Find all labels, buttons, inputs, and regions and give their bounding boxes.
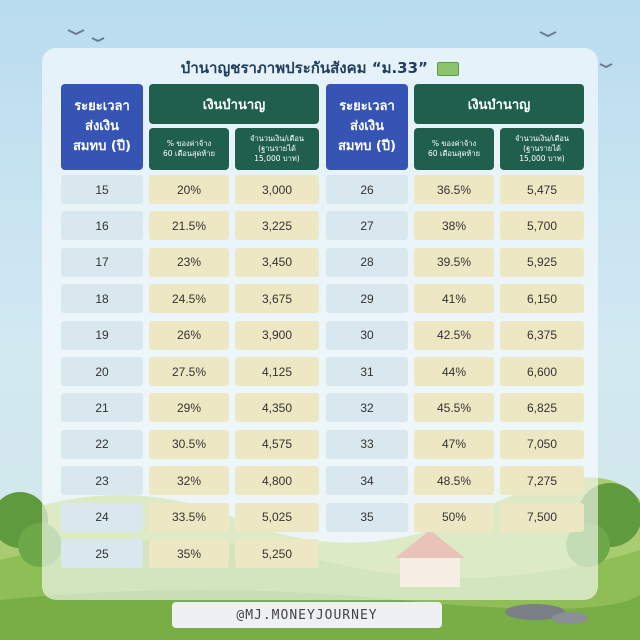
- table-row-year: 15: [61, 175, 143, 204]
- page-title: บำนาญชราภาพประกันสังคม “ม.33”: [0, 56, 640, 80]
- table-row-year: 28: [326, 247, 408, 277]
- table-row-pct: 23%: [149, 247, 229, 277]
- table-row-year: 22: [61, 429, 143, 459]
- right-amount-header: จำนวนเงิน/เดือน (ฐานรายได้ 15,000 บาท): [500, 128, 584, 170]
- table-row-year: 32: [326, 393, 408, 423]
- table-row-year: 19: [61, 320, 143, 350]
- table-row-pct: 38%: [414, 211, 494, 241]
- table-row-year: 34: [326, 466, 408, 496]
- table-row-pct: 21.5%: [149, 211, 229, 241]
- table-row-amount: 5,250: [235, 539, 319, 568]
- table-row-amount: 6,825: [500, 393, 584, 423]
- left-pension-header: เงินบำนาญ: [149, 84, 319, 124]
- table-row-pct: 33.5%: [149, 502, 229, 532]
- table-row-amount: 7,050: [500, 429, 584, 459]
- title-text: บำนาญชราภาพประกันสังคม “ม.33”: [180, 59, 428, 77]
- table-row-amount: 5,700: [500, 211, 584, 241]
- table-row-amount: 5,925: [500, 247, 584, 277]
- table-row-pct: 50%: [414, 502, 494, 532]
- table-row-pct: 35%: [149, 539, 229, 568]
- table-row-amount: 7,275: [500, 466, 584, 496]
- table-row-pct: 45.5%: [414, 393, 494, 423]
- right-years-header: ระยะเวลา ส่งเงิน สมทบ (ปี): [326, 84, 408, 170]
- table-row-year: 29: [326, 284, 408, 314]
- table-row-amount: 6,600: [500, 357, 584, 386]
- footer-handle: @MJ.MONEYJOURNEY: [172, 602, 442, 628]
- table-row-amount: 4,350: [235, 393, 319, 423]
- table-row-pct: 42.5%: [414, 320, 494, 350]
- right-pct-header: % ของค่าจ้าง 60 เดือนสุดท้าย: [414, 128, 494, 170]
- table-row-year: 31: [326, 357, 408, 386]
- table-row-pct: 39.5%: [414, 247, 494, 277]
- table-row-amount: 3,900: [235, 320, 319, 350]
- right-pension-header: เงินบำนาญ: [414, 84, 584, 124]
- table-row-pct: 26%: [149, 320, 229, 350]
- table-row-pct: 20%: [149, 175, 229, 204]
- table-row-year: 26: [326, 175, 408, 204]
- table-row-amount: 4,125: [235, 357, 319, 386]
- table-row-pct: 36.5%: [414, 175, 494, 204]
- table-row-amount: 3,675: [235, 284, 319, 314]
- table-row-pct: 29%: [149, 393, 229, 423]
- left-amount-header: จำนวนเงิน/เดือน (ฐานรายได้ 15,000 บาท): [235, 128, 319, 170]
- table-row-amount: 3,000: [235, 175, 319, 204]
- table-row-year: 20: [61, 357, 143, 386]
- table-row-pct: 24.5%: [149, 284, 229, 314]
- table-row-pct: 32%: [149, 466, 229, 496]
- table-row-year: 23: [61, 466, 143, 496]
- table-row-year: 16: [61, 211, 143, 241]
- table-row-amount: 5,475: [500, 175, 584, 204]
- table-row-year: 21: [61, 393, 143, 423]
- left-years-header: ระยะเวลา ส่งเงิน สมทบ (ปี): [61, 84, 143, 170]
- money-icon: [437, 61, 460, 76]
- table-row-amount: 6,375: [500, 320, 584, 350]
- table-row-pct: 47%: [414, 429, 494, 459]
- table-row-pct: 30.5%: [149, 429, 229, 459]
- table-row-year: 17: [61, 247, 143, 277]
- table-row-amount: 4,575: [235, 429, 319, 459]
- table-row-amount: 5,025: [235, 502, 319, 532]
- table-row-amount: 3,225: [235, 211, 319, 241]
- table-row-pct: 41%: [414, 284, 494, 314]
- table-row-year: 30: [326, 320, 408, 350]
- table-row-year: 35: [326, 502, 408, 532]
- table-row-amount: 7,500: [500, 502, 584, 532]
- table-row-pct: 48.5%: [414, 466, 494, 496]
- table-row-year: 33: [326, 429, 408, 459]
- table-row-amount: 6,150: [500, 284, 584, 314]
- table-row-year: 25: [61, 539, 143, 568]
- table-row-year: 18: [61, 284, 143, 314]
- table-row-pct: 44%: [414, 357, 494, 386]
- table-row-pct: 27.5%: [149, 357, 229, 386]
- table-row-year: 24: [61, 502, 143, 532]
- left-pct-header: % ของค่าจ้าง 60 เดือนสุดท้าย: [149, 128, 229, 170]
- table-row-amount: 4,800: [235, 466, 319, 496]
- table-row-amount: 3,450: [235, 247, 319, 277]
- table-row-year: 27: [326, 211, 408, 241]
